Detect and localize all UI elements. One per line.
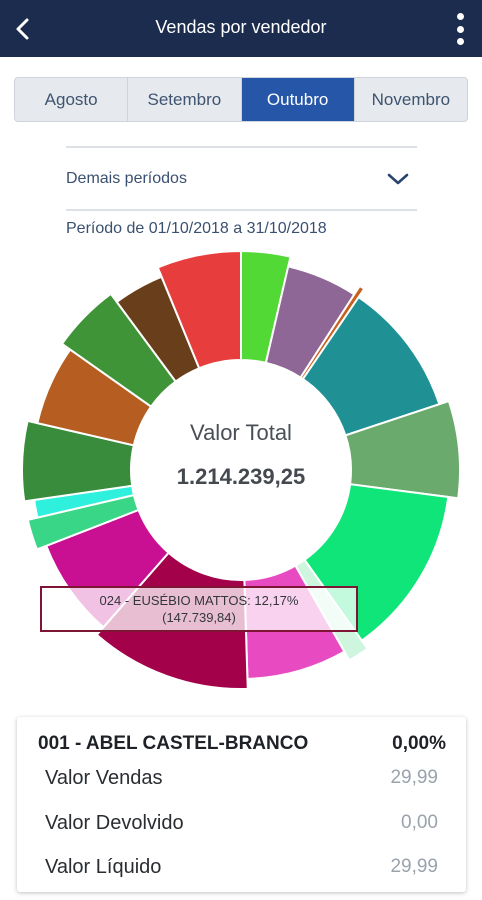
net-value: 29,99 xyxy=(390,856,438,877)
tab-setembro[interactable]: Setembro xyxy=(128,78,242,121)
returned-value: 0,00 xyxy=(401,812,438,833)
month-tabs: Agosto Setembro Outubro Novembro xyxy=(14,77,468,122)
seller-card[interactable]: 001 - ABEL CASTEL-BRANCO 0,00% Valor Ven… xyxy=(17,717,466,892)
tooltip-line-1: 024 - EUSÉBIO MATTOS: 12,17% xyxy=(99,593,299,608)
returned-row: Valor Devolvido 0,00 xyxy=(45,808,438,838)
donut-hole xyxy=(131,360,351,580)
slice-tooltip: 024 - EUSÉBIO MATTOS: 12,17% (147.739,84… xyxy=(40,586,358,632)
other-periods-dropdown[interactable]: Demais períodos xyxy=(66,150,417,208)
page-title: Vendas por vendedor xyxy=(155,17,327,37)
net-row: Valor Líquido 29,99 xyxy=(45,852,438,882)
tab-agosto[interactable]: Agosto xyxy=(15,78,129,121)
other-periods-label: Demais períodos xyxy=(66,170,187,187)
seller-name: 001 - ABEL CASTEL-BRANCO xyxy=(38,733,309,754)
net-label: Valor Líquido xyxy=(45,855,162,878)
divider xyxy=(66,209,417,211)
sales-row: Valor Vendas 29,99 xyxy=(45,763,438,793)
total-label: Valor Total xyxy=(190,420,292,445)
seller-percent: 0,00% xyxy=(392,733,446,754)
tab-outubro[interactable]: Outubro xyxy=(241,78,355,121)
donut-slice[interactable] xyxy=(21,419,135,503)
sales-label: Valor Vendas xyxy=(45,766,163,789)
sales-value: 29,99 xyxy=(390,767,438,788)
tooltip-line-2: (147.739,84) xyxy=(162,610,236,625)
total-value: 1.214.239,25 xyxy=(176,464,306,489)
donut-chart: Valor Total 1.214.239,25 024 - EUSÉBIO M… xyxy=(0,240,482,700)
period-range: Período de 01/10/2018 a 31/10/2018 xyxy=(66,220,327,237)
divider xyxy=(66,146,417,148)
returned-label: Valor Devolvido xyxy=(45,811,184,834)
tab-novembro[interactable]: Novembro xyxy=(371,89,451,109)
back-arrow-icon[interactable] xyxy=(6,12,40,46)
app-bar: Vendas por vendedor xyxy=(0,0,482,57)
chevron-down-icon xyxy=(385,166,411,192)
more-vert-icon[interactable] xyxy=(448,10,472,48)
